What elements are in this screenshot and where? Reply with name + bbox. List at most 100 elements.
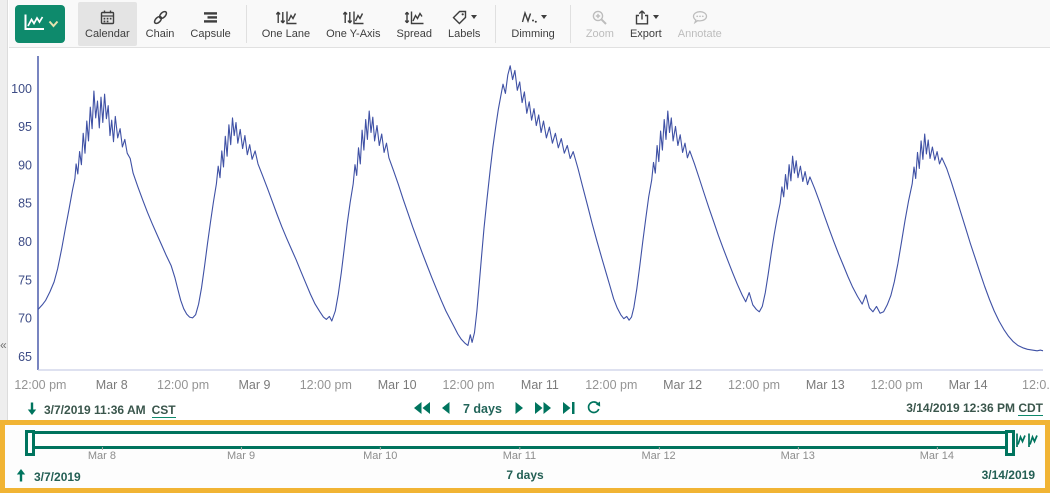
toolbar-button-chain[interactable]: Chain <box>139 2 182 46</box>
x-axis-tick-label: 12:00 pm <box>585 378 637 392</box>
toolbar-button-label: Calendar <box>85 27 130 40</box>
toolbar-button-label: Capsule <box>190 27 231 40</box>
one-y-axis-icon <box>342 8 364 27</box>
slider-day-tick-label: Mar 10 <box>363 447 398 462</box>
move-range-down-arrow-icon[interactable] <box>26 401 38 419</box>
slider-day-tick-label: Mar 13 <box>780 447 815 462</box>
tri-right-bar-icon <box>562 401 576 418</box>
toolbar-button-annotate: Annotate <box>671 2 729 46</box>
range-end-handle[interactable] <box>1005 430 1015 456</box>
toolbar-button-label: Export <box>629 27 662 40</box>
annotate-icon <box>691 8 709 27</box>
labels-icon <box>451 8 478 27</box>
toolbar-button-label: Spread <box>396 27 432 40</box>
display-range-bar: 3/7/2019 11:36 AM CST 7 days 3/14/2019 1… <box>9 398 1050 420</box>
display-start-timezone-link[interactable]: CST <box>151 402 176 418</box>
investigate-end-date[interactable]: 3/14/2019 <box>981 468 1035 482</box>
y-axis-tick-label: 90 <box>18 158 32 172</box>
x-axis-tick-label: 12:00 pm <box>157 378 209 392</box>
toolbar-button-one-y-axis[interactable]: One Y-Axis <box>319 2 387 46</box>
move-range-up-arrow-icon[interactable] <box>15 468 27 486</box>
x-axis-tick-label: Mar 10 <box>378 378 417 392</box>
mini-trends-icon[interactable] <box>1015 432 1039 454</box>
display-start-datetime[interactable]: 3/7/2019 11:36 AM <box>44 403 146 417</box>
tri-left-icon <box>441 401 451 418</box>
y-axis-tick-label: 75 <box>18 273 32 287</box>
signal-line-chart[interactable]: 65 70 75 80 85 90 95 100 12:00 pm Mar 8 12:00 pm Ma… <box>0 48 1050 398</box>
zoom-icon <box>591 8 608 27</box>
investigate-range-panel: Mar 8 Mar 9 Mar 10 Mar 11 Mar 12 Mar 13 Mar 14… <box>0 420 1050 493</box>
toolbar-button-label: One Lane <box>261 27 311 40</box>
x-axis-tick-label: 12:00 pm <box>14 378 66 392</box>
toolbar-button-label: Zoom <box>585 27 614 40</box>
toolbar-button-groups: Calendar Chain Capsule One Lane One Y-Axis Sp… <box>77 0 730 47</box>
toolbar-separator <box>495 4 497 43</box>
slider-day-tick-label: Mar 9 <box>227 447 256 462</box>
investigate-start-date[interactable]: 3/7/2019 <box>34 470 81 484</box>
x-axis-tick-label: Mar 9 <box>239 378 271 392</box>
toolbar-button-dimming[interactable]: Dimming <box>504 2 561 46</box>
range-start-handle[interactable] <box>25 430 35 456</box>
pan-controls: 7 days <box>413 400 601 418</box>
view-selector-button[interactable] <box>15 4 65 43</box>
pan-right-button[interactable] <box>514 401 524 418</box>
chevron-down-icon <box>48 16 59 31</box>
dimming-icon <box>520 8 547 27</box>
x-axis-tick-label: Mar 11 <box>521 378 559 392</box>
pan-far-right-button[interactable] <box>534 401 552 418</box>
display-duration-label[interactable]: 7 days <box>463 402 502 416</box>
pan-far-left-button[interactable] <box>413 401 431 418</box>
pan-to-now-button[interactable] <box>562 401 576 418</box>
refresh-button[interactable] <box>586 400 601 418</box>
x-axis-tick-label: 12:00 pm <box>728 378 780 392</box>
display-end-datetime[interactable]: 3/14/2019 12:36 PM <box>906 401 1015 415</box>
x-axis-tick-label: 12:0... <box>1022 378 1050 392</box>
y-axis-tick-label: 80 <box>18 235 32 249</box>
caret-down-icon <box>471 15 478 19</box>
x-axis-tick-label: 12:00 pm <box>871 378 923 392</box>
day-tick-labels: Mar 8 Mar 9 Mar 10 Mar 11 Mar 12 Mar 13 Mar 14 <box>30 447 1010 465</box>
toolbar-button-export[interactable]: Export <box>623 2 669 46</box>
trend-chart[interactable]: 65 70 75 80 85 90 95 100 12:00 pm Mar 8 12:00 pm Ma… <box>0 48 1050 398</box>
toolbar-button-spread[interactable]: Spread <box>390 2 439 46</box>
display-end-timezone-link[interactable]: CDT <box>1018 401 1043 416</box>
pan-left-button[interactable] <box>441 401 451 418</box>
one-lane-icon <box>275 8 297 27</box>
toolbar-button-labels[interactable]: Labels <box>441 2 487 46</box>
x-axis-tick-label: Mar 12 <box>663 378 702 392</box>
caret-down-icon <box>652 15 659 19</box>
tri-right-double-icon <box>534 401 552 418</box>
y-axis-tick-label: 65 <box>18 350 32 364</box>
x-axis-tick-label: Mar 14 <box>949 378 988 392</box>
trend-view-icon <box>22 13 46 35</box>
toolbar-button-calendar[interactable]: Calendar <box>78 1 137 46</box>
slider-day-tick-label: Mar 12 <box>641 447 676 462</box>
x-axis-tick-label: 12:00 pm <box>442 378 494 392</box>
toolbar-button-label: Labels <box>447 27 481 40</box>
slider-day-tick-label: Mar 11 <box>502 447 537 462</box>
calendar-icon <box>99 8 116 27</box>
toolbar-button-label: One Y-Axis <box>326 27 381 40</box>
x-axis-tick-label: Mar 13 <box>806 378 845 392</box>
slider-day-tick-label: Mar 8 <box>87 447 116 462</box>
collapse-details-panel-strip[interactable]: « <box>0 0 8 420</box>
chain-icon <box>152 8 169 27</box>
spread-icon <box>404 8 424 27</box>
y-axis-tick-label: 85 <box>18 197 32 211</box>
caret-down-icon <box>540 15 547 19</box>
toolbar-button-capsule[interactable]: Capsule <box>183 2 237 46</box>
tri-left-double-icon <box>413 401 431 418</box>
investigate-duration-label[interactable]: 7 days <box>506 468 544 482</box>
toolbar-button-one-lane[interactable]: One Lane <box>255 2 317 46</box>
collapse-left-icon: « <box>0 338 7 352</box>
tri-right-icon <box>514 401 524 418</box>
y-axis-tick-label: 70 <box>18 312 32 326</box>
refresh-icon <box>586 400 601 418</box>
signal-series-line <box>37 65 1044 352</box>
x-axis-tick-label: Mar 8 <box>96 378 128 392</box>
y-axis-tick-label: 95 <box>18 120 32 134</box>
slider-day-tick-label: Mar 14 <box>919 447 955 462</box>
toolbar-separator <box>245 4 247 43</box>
toolbar: Calendar Chain Capsule One Lane One Y-Axis Sp… <box>9 0 1050 48</box>
toolbar-button-label: Chain <box>145 27 175 40</box>
